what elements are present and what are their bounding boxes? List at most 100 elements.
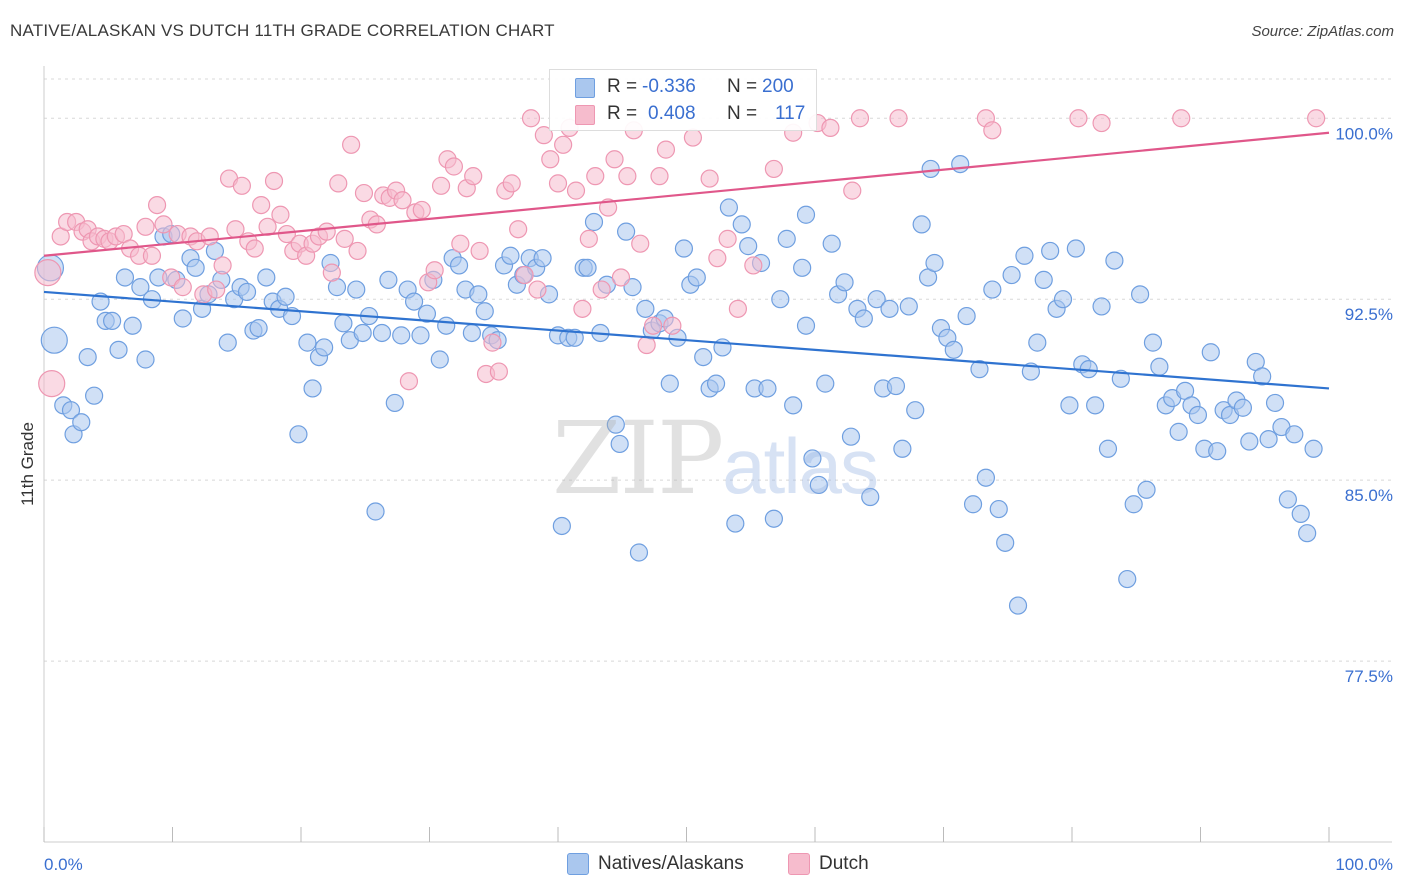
dutch-point — [650, 167, 669, 186]
dutch-point — [764, 159, 783, 179]
dutch-point — [252, 196, 271, 215]
native-point — [854, 309, 873, 328]
dutch-point — [541, 150, 560, 169]
native-point — [1034, 270, 1053, 289]
native-point — [726, 514, 745, 533]
native-point — [578, 258, 597, 277]
legend-n-label: N = — [727, 103, 758, 124]
dutch-point — [1092, 113, 1111, 133]
native-point — [803, 449, 822, 468]
native-point — [1188, 405, 1208, 425]
native-point — [784, 396, 803, 415]
native-point — [533, 249, 552, 268]
dutch-point — [566, 181, 586, 200]
dutch-point — [611, 268, 631, 287]
legend-n-label: N = — [727, 76, 758, 97]
native-point — [430, 350, 449, 369]
native-point — [610, 434, 629, 454]
native-point — [85, 386, 104, 405]
native-point — [1105, 251, 1124, 270]
native-point — [732, 215, 751, 234]
native-point — [109, 340, 128, 359]
dutch-point — [889, 109, 908, 128]
native-point — [1285, 425, 1304, 444]
dutch-point — [515, 265, 534, 285]
native-point — [249, 319, 268, 338]
native-point — [469, 285, 488, 304]
dutch-point — [592, 280, 611, 299]
legend-r-label: R = — [607, 103, 638, 124]
native-point — [437, 316, 456, 335]
native-point — [983, 280, 1002, 299]
native-point — [867, 290, 886, 309]
native-point — [298, 333, 317, 352]
dutch-point — [521, 109, 541, 128]
native-point — [957, 306, 976, 326]
legend-row-dutch: R = 0.408 N = 117 — [550, 101, 816, 127]
native-point — [963, 495, 983, 514]
native-point — [1131, 285, 1150, 304]
native-point — [1304, 439, 1323, 458]
native-point — [584, 212, 604, 232]
native-point — [353, 323, 372, 343]
native-point — [1124, 495, 1143, 514]
native-point — [1086, 396, 1105, 415]
native-point — [758, 379, 777, 398]
native-point — [636, 299, 655, 318]
dutch-point — [329, 174, 348, 193]
dutch-point — [700, 169, 719, 188]
legend-r-label: R = — [607, 76, 638, 97]
native-point — [1098, 439, 1118, 458]
dutch-point — [393, 191, 412, 210]
y-tick-label: 92.5% — [1345, 305, 1393, 324]
dutch-point — [637, 335, 656, 355]
y-tick-label: 100.0% — [1335, 124, 1393, 143]
bottom-legend-swatch-natives — [567, 853, 589, 875]
native-point — [796, 316, 816, 335]
native-point — [303, 379, 322, 398]
native-point — [1298, 524, 1317, 543]
native-point — [449, 256, 469, 275]
dutch-point — [38, 370, 66, 398]
native-point — [1137, 480, 1156, 499]
dutch-point — [34, 259, 62, 287]
native-point — [1053, 290, 1073, 309]
dutch-point — [425, 261, 444, 280]
series-dutch-points — [34, 109, 1326, 398]
native-point — [1060, 396, 1079, 415]
dutch-point — [317, 222, 336, 241]
dutch-point — [483, 333, 502, 352]
dutch-point — [983, 121, 1002, 140]
native-point — [777, 229, 796, 248]
dutch-point — [618, 167, 637, 186]
dutch-point — [502, 174, 521, 193]
dutch-point — [708, 249, 727, 268]
native-point — [136, 350, 155, 369]
tick-labels: 77.5% 85.0% 92.5% 100.0% 0.0% 100.0% — [44, 124, 1393, 874]
native-point — [793, 258, 812, 277]
native-point — [1253, 367, 1272, 386]
native-point — [40, 326, 68, 354]
native-point — [617, 222, 636, 241]
dutch-point — [154, 215, 173, 234]
native-point — [925, 253, 944, 273]
dutch-point — [821, 118, 840, 138]
native-point — [501, 246, 520, 265]
native-point — [1278, 490, 1297, 509]
native-point — [989, 499, 1008, 519]
native-point — [1028, 333, 1047, 352]
gridlines — [44, 78, 1392, 662]
native-point — [912, 215, 931, 234]
dutch-trend-line — [43, 131, 1330, 257]
native-point — [1265, 393, 1285, 413]
native-point — [1008, 596, 1028, 615]
dutch-point — [554, 135, 573, 154]
native-point — [366, 502, 385, 521]
dutch-point — [728, 299, 748, 318]
native-point — [706, 374, 726, 393]
source-credit: Source: ZipAtlas.com — [1251, 23, 1394, 40]
dutch-point — [431, 176, 451, 195]
native-point — [385, 393, 404, 413]
dutch-point — [142, 246, 162, 265]
native-point — [72, 413, 91, 432]
